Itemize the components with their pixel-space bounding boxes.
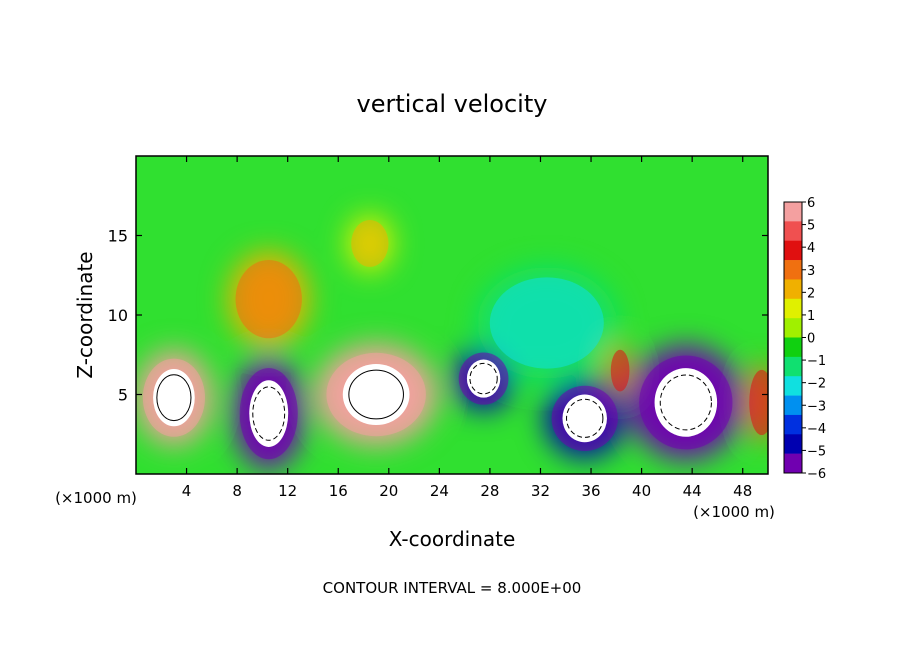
x-tick-label: 40 bbox=[632, 482, 651, 500]
y-tick-label: 10 bbox=[108, 306, 128, 325]
colorbar-swatch bbox=[784, 298, 802, 319]
colorbar-swatch bbox=[784, 356, 802, 377]
colorbar-swatch bbox=[784, 221, 802, 242]
contour-line bbox=[348, 369, 404, 420]
colorbar-swatch bbox=[784, 318, 802, 338]
x-tick-label: 32 bbox=[531, 482, 550, 500]
colorbar-swatch bbox=[784, 395, 802, 416]
updraft-core bbox=[153, 369, 195, 427]
downdraft-band bbox=[489, 277, 604, 369]
x-tick-label: 28 bbox=[480, 482, 499, 500]
colorbar-swatch bbox=[784, 453, 802, 474]
contour-line bbox=[659, 374, 712, 431]
contour-line bbox=[469, 362, 498, 395]
colorbar-tick-label: −4 bbox=[807, 422, 826, 437]
colorbar-tick-label: 4 bbox=[807, 241, 815, 256]
colorbar-swatch bbox=[784, 414, 802, 435]
chart-title: vertical velocity bbox=[357, 90, 548, 118]
plot-area bbox=[135, 155, 769, 475]
colorbar-swatch bbox=[784, 240, 802, 261]
colorbar-swatch bbox=[784, 202, 802, 222]
colorbar-tick-label: −5 bbox=[807, 444, 826, 459]
colorbar-tick-label: −6 bbox=[807, 467, 826, 482]
x-tick-label: 36 bbox=[581, 482, 600, 500]
colorbar-swatch bbox=[784, 376, 802, 396]
updraft-band bbox=[351, 219, 389, 267]
x-axis-label: X-coordinate bbox=[389, 527, 516, 551]
y-tick-label: 15 bbox=[108, 227, 128, 246]
colorbar-tick-label: 2 bbox=[807, 286, 815, 301]
colorbar-swatch bbox=[784, 279, 802, 300]
x-tick-label: 8 bbox=[232, 482, 242, 500]
colorbar-tick-label: −1 bbox=[807, 354, 826, 369]
y-axis: 5 10 15 bbox=[108, 227, 768, 405]
downdraft-core bbox=[562, 394, 607, 443]
x-unit-label-left: (×1000 m) bbox=[55, 489, 137, 507]
updraft-core bbox=[342, 363, 410, 426]
colorbar: 6 5 4 3 2 1 0 −1 −2 −3 −4 −5 −6 bbox=[783, 196, 826, 482]
x-tick-label: 16 bbox=[329, 482, 348, 500]
colorbar-tick-label: 6 bbox=[807, 196, 815, 211]
x-tick-label: 4 bbox=[182, 482, 192, 500]
colorbar-swatch bbox=[784, 260, 802, 280]
x-tick-label: 20 bbox=[379, 482, 398, 500]
colorbar-tick-label: 3 bbox=[807, 264, 815, 279]
colorbar-tick-label: −2 bbox=[807, 377, 826, 392]
downdraft-core bbox=[654, 368, 718, 437]
x-unit-label-right: (×1000 m) bbox=[693, 503, 775, 521]
contour-line bbox=[252, 386, 286, 441]
colorbar-tick-label: 0 bbox=[807, 332, 815, 347]
colorbar-tick-label: 5 bbox=[807, 219, 815, 234]
y-tick-label: 5 bbox=[118, 386, 128, 405]
x-tick-label: 48 bbox=[733, 482, 752, 500]
contour-interval-footer: CONTOUR INTERVAL = 8.000E+00 bbox=[323, 579, 582, 597]
downdraft-core bbox=[249, 380, 289, 447]
colorbar-swatch bbox=[784, 434, 802, 454]
colorbar-swatch bbox=[784, 337, 802, 358]
x-tick-label: 44 bbox=[683, 482, 702, 500]
updraft-band bbox=[749, 369, 768, 436]
downdraft-core bbox=[466, 359, 501, 398]
updraft-band bbox=[610, 349, 630, 392]
x-tick-label: 12 bbox=[278, 482, 297, 500]
contour-line bbox=[156, 374, 192, 422]
x-tick-label: 24 bbox=[430, 482, 449, 500]
colorbar-tick-label: −3 bbox=[807, 399, 826, 414]
y-axis-label: Z-coordinate bbox=[73, 251, 97, 378]
colorbar-tick-label: 1 bbox=[807, 309, 815, 324]
x-axis: 4 8 12 16 20 24 28 32 36 40 44 48 bbox=[182, 156, 752, 500]
contour-line bbox=[566, 398, 604, 438]
updraft-band bbox=[235, 259, 302, 339]
